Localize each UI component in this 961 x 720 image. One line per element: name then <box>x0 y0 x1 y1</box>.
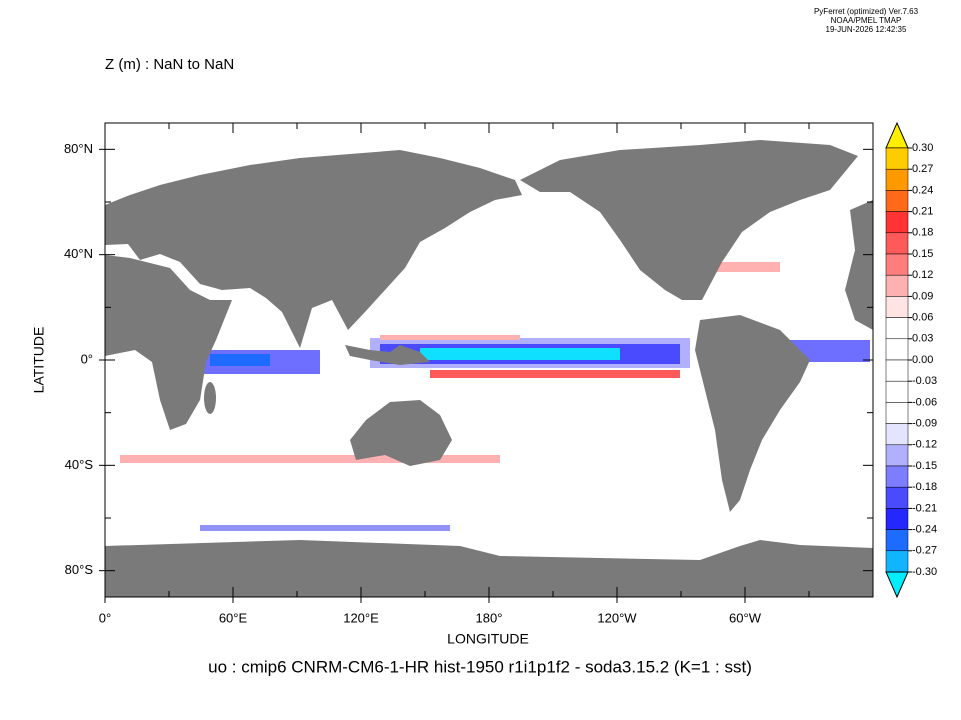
colorbar-box <box>885 402 909 424</box>
x-tick-label: 120°E <box>343 610 379 625</box>
x-tick-label: 60°E <box>219 610 248 625</box>
land <box>345 345 430 365</box>
colorbar-label: -0.30 <box>912 566 937 578</box>
colorbar-box <box>885 529 909 552</box>
colorbar-box <box>885 317 909 340</box>
header-line: PyFerret (optimized) Ver.7.63 <box>814 7 919 16</box>
header-line: NOAA/PMEL TMAP <box>831 16 902 25</box>
y-tick-label: 0° <box>81 351 93 366</box>
footer: uo : cmip6 CNRM-CM6-1-HR hist-1950 r1i1p… <box>208 657 752 676</box>
colorbar-box <box>885 359 909 382</box>
current-band <box>210 354 270 366</box>
y-tick-label: 40°S <box>65 457 94 472</box>
x-axis-label: LONGITUDE <box>447 631 529 647</box>
colorbar-label: 0.12 <box>912 269 933 281</box>
y-axis-label: LATITUDE <box>31 327 47 394</box>
colorbar-box <box>885 444 909 467</box>
colorbar-label: 0.03 <box>912 333 933 345</box>
current-band <box>420 348 620 360</box>
colorbar-label: -0.03 <box>912 375 937 387</box>
colorbar-label: -0.06 <box>912 396 937 408</box>
colorbar-label: 0.18 <box>912 227 933 239</box>
colorbar-box <box>885 253 909 276</box>
colorbar-box <box>885 380 909 403</box>
colorbar-extend <box>885 571 909 599</box>
colorbar-box <box>885 423 909 446</box>
colorbar-box <box>885 508 909 530</box>
colorbar-box <box>885 274 909 297</box>
land <box>204 382 216 414</box>
land <box>845 200 873 330</box>
land <box>105 540 873 597</box>
y-tick-label: 40°N <box>64 246 93 261</box>
colorbar-label: 0.21 <box>912 206 933 218</box>
map-field <box>105 123 873 597</box>
land <box>105 150 522 348</box>
colorbar-label: 0.24 <box>912 184 933 196</box>
colorbar-box <box>885 147 909 170</box>
current-band <box>700 262 780 272</box>
colorbar-label: 0.06 <box>912 312 933 324</box>
colorbar-box <box>885 486 909 509</box>
colorbar-label: 0.09 <box>912 290 933 302</box>
colorbar-box <box>885 211 909 234</box>
colorbar-label: 0.00 <box>912 354 933 366</box>
y-tick-label: 80°S <box>65 562 94 577</box>
colorbar-label: 0.27 <box>912 163 933 175</box>
colorbar-label: 0.30 <box>912 142 933 154</box>
colorbar-box <box>885 338 909 361</box>
colorbar-box <box>885 190 909 212</box>
colorbar-label: -0.18 <box>912 481 937 493</box>
land <box>105 255 232 430</box>
x-tick-label: 180° <box>476 610 503 625</box>
colorbar-label: -0.21 <box>912 502 937 514</box>
x-tick-label: 0° <box>99 610 111 625</box>
colorbar-label: 0.15 <box>912 248 933 260</box>
land <box>695 315 810 512</box>
colorbar-box <box>885 168 909 191</box>
x-tick-label: 120°W <box>597 610 637 625</box>
colorbar-label: -0.15 <box>912 460 937 472</box>
colorbar-box <box>885 550 909 573</box>
colorbar-box <box>885 465 909 488</box>
colorbar-label: -0.24 <box>912 524 937 536</box>
colorbar-label: -0.27 <box>912 545 937 557</box>
x-tick-label: 60°W <box>729 610 762 625</box>
y-tick-label: 80°N <box>64 141 93 156</box>
plot-title: Z (m) : NaN to NaN <box>105 56 234 73</box>
current-band <box>380 335 520 340</box>
land <box>520 140 858 300</box>
land <box>350 400 452 466</box>
colorbar-box <box>885 232 909 255</box>
colorbar-box <box>885 296 909 318</box>
current-band <box>120 455 500 463</box>
header-line: 19-JUN-2026 12:42:35 <box>826 25 907 34</box>
current-band <box>200 525 450 531</box>
current-band <box>430 370 680 378</box>
colorbar-extend <box>885 121 909 149</box>
colorbar-label: -0.12 <box>912 439 937 451</box>
colorbar-label: -0.09 <box>912 418 937 430</box>
